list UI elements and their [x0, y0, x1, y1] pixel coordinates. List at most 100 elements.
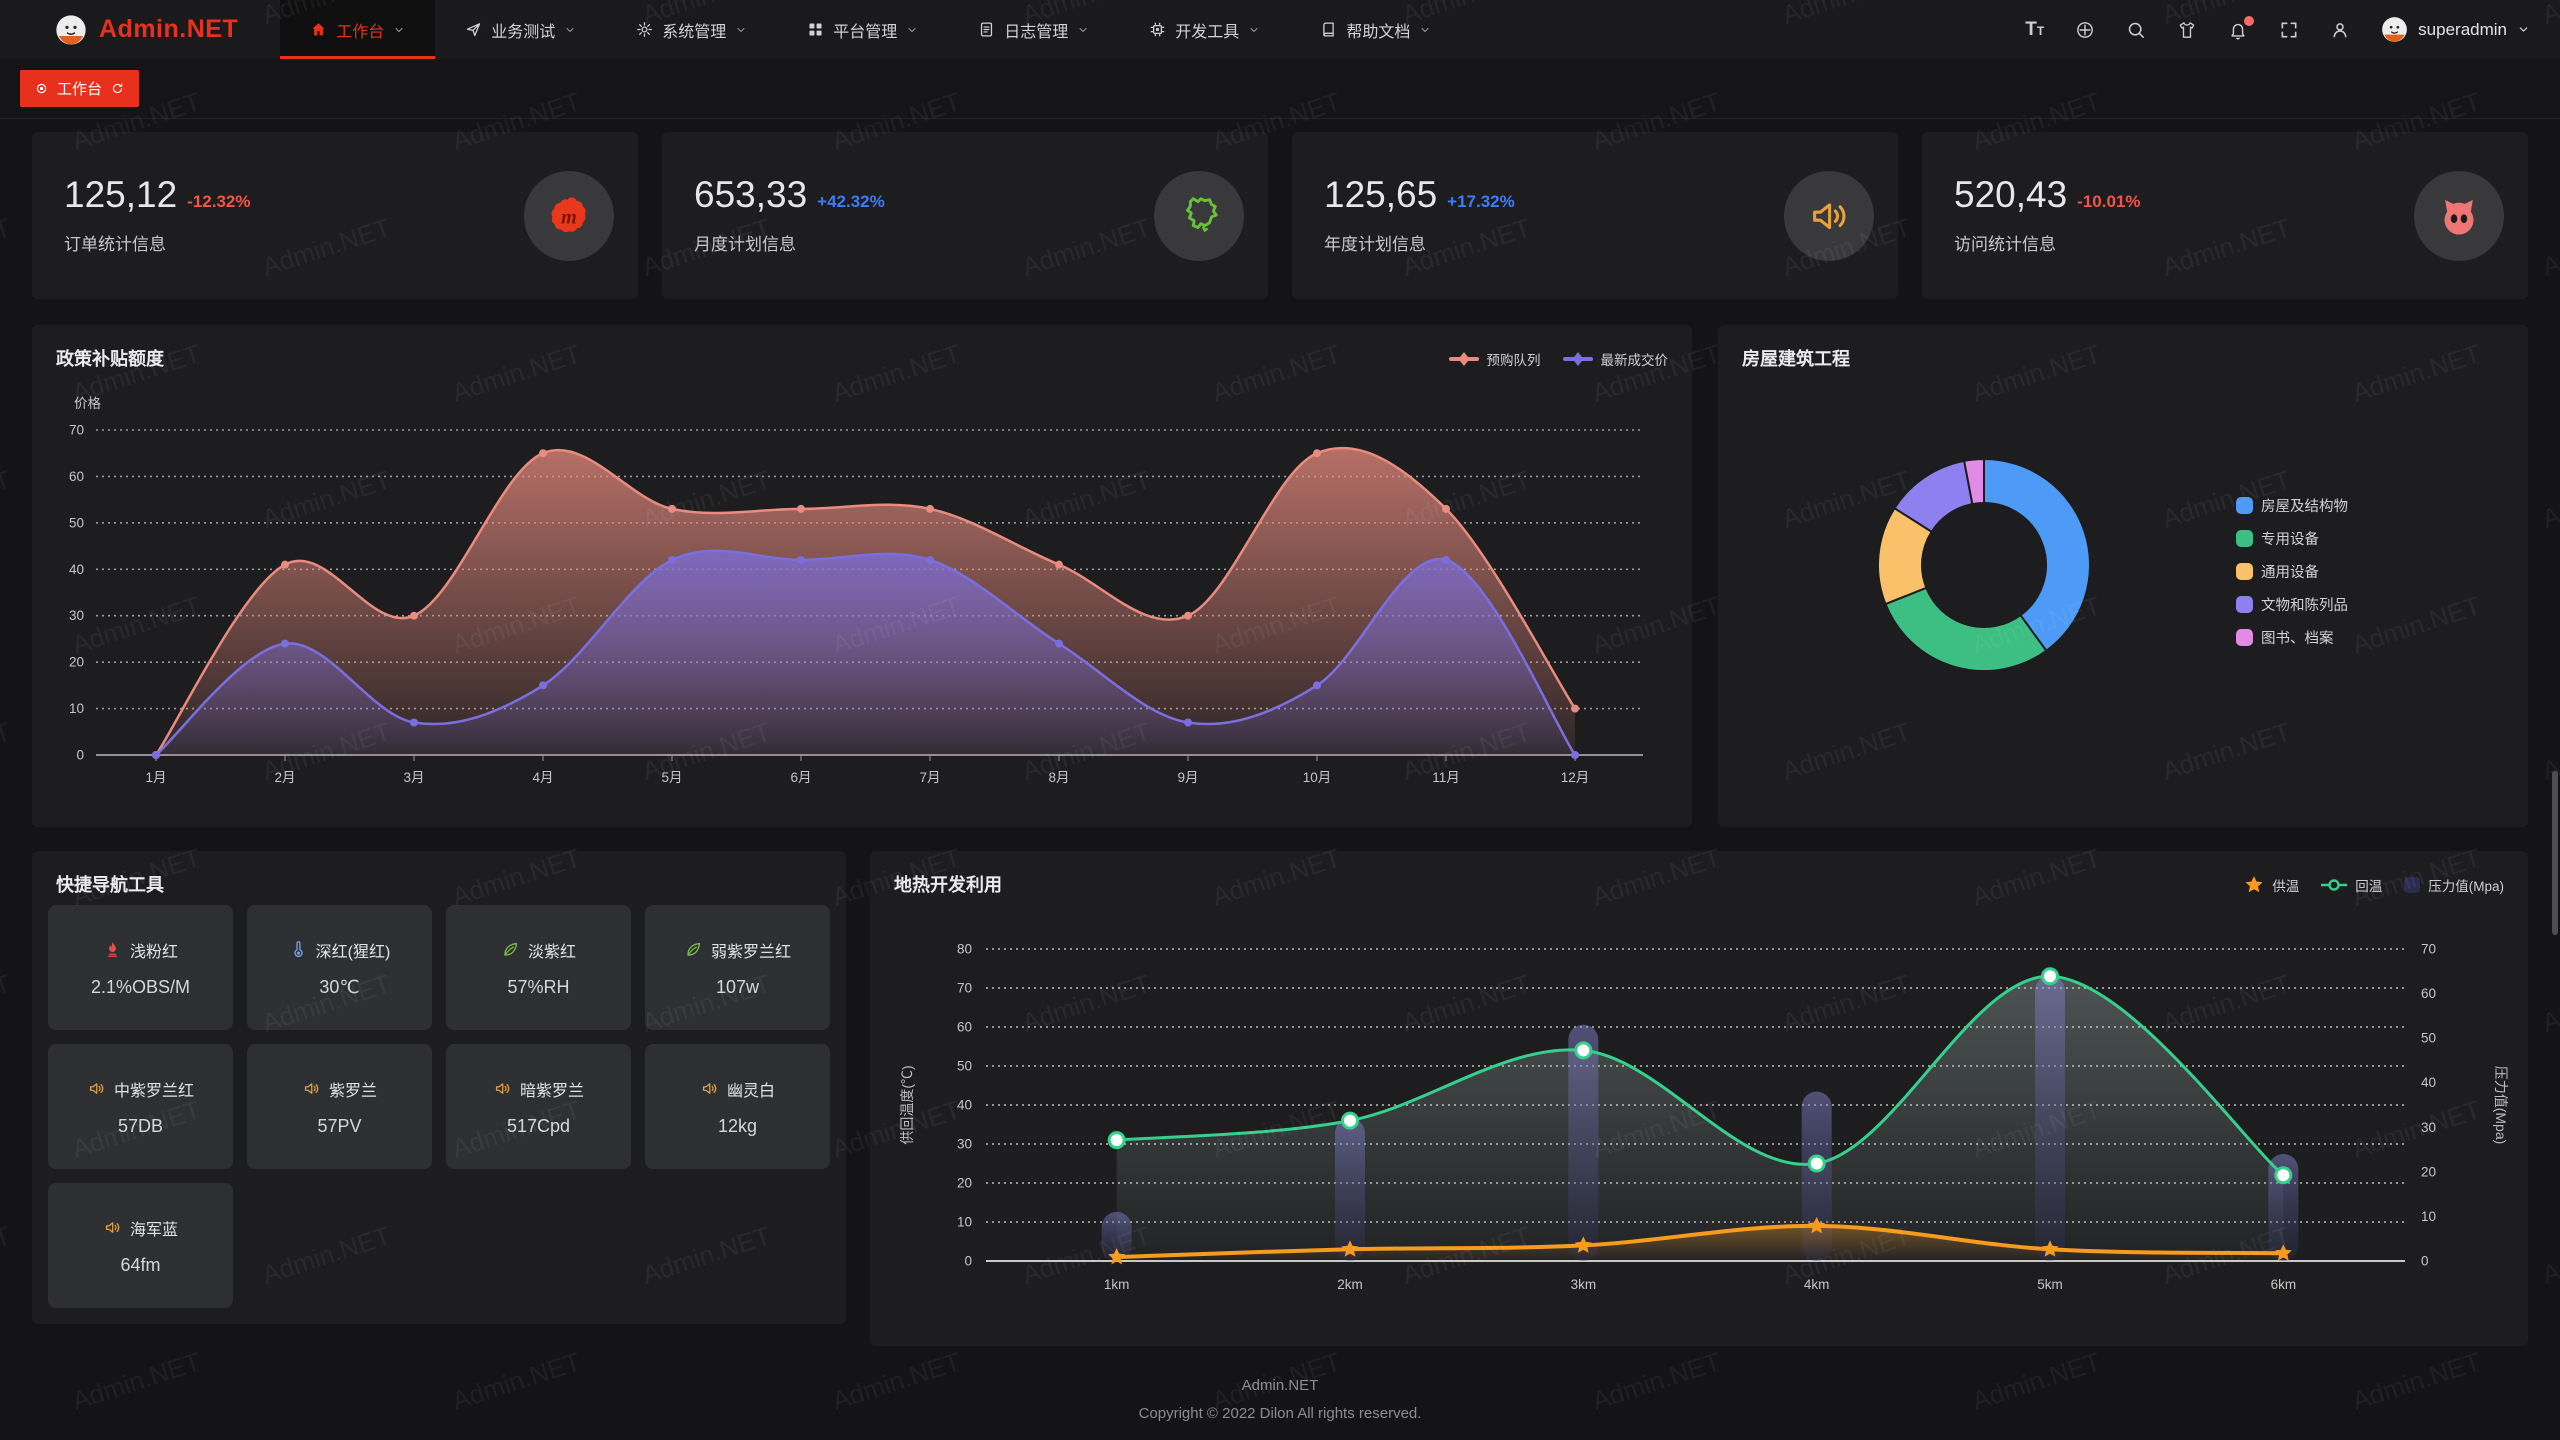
legend-item-文物和陈列品[interactable]: 文物和陈列品 — [2236, 594, 2348, 615]
stat-value: 125,12 -12.32% — [64, 174, 251, 215]
username: superadmin — [2418, 19, 2507, 39]
svg-text:0: 0 — [76, 748, 84, 763]
policy-subsidy-title: 政策补贴额度 — [56, 349, 164, 369]
quick-nav-tile-幽灵白[interactable]: 幽灵白 12kg — [645, 1044, 830, 1169]
tile-name: 深红(猩红) — [315, 943, 391, 961]
stat-value: 125,65 +17.32% — [1324, 174, 1515, 215]
nav-item-开发工具[interactable]: 开发工具 — [1119, 0, 1290, 59]
tile-value: 64fm — [120, 1254, 161, 1275]
home-icon — [312, 23, 325, 36]
legend-item-回温[interactable]: 回温 — [2321, 875, 2382, 895]
legend-swatch — [2236, 530, 2253, 547]
legend-item-图书、档案[interactable]: 图书、档案 — [2236, 627, 2348, 648]
speaker-icon — [702, 1083, 717, 1094]
quick-nav-tile-浅粉红[interactable]: 浅粉红 2.1%OBS/M — [48, 905, 233, 1030]
brand-logo[interactable]: Admin.NET — [0, 14, 280, 46]
nav-item-业务测试[interactable]: 业务测试 — [435, 0, 606, 59]
grid-icon — [809, 23, 822, 36]
topbar-theme-button[interactable] — [2177, 20, 2197, 40]
topbar-notification-button[interactable] — [2228, 15, 2255, 40]
nav-item-帮助文档[interactable]: 帮助文档 — [1290, 0, 1461, 59]
tile-name: 紫罗兰 — [328, 1082, 377, 1100]
quick-nav-tile-中紫罗兰红[interactable]: 中紫罗兰红 57DB — [48, 1044, 233, 1169]
quick-nav-tile-海军蓝[interactable]: 海军蓝 64fm — [48, 1183, 233, 1308]
main-menu: 工作台 业务测试 系统管理 平台管理 日志管理 开发工具 帮助文档 — [280, 0, 1461, 59]
legend-swatch — [2236, 629, 2253, 646]
nav-item-工作台[interactable]: 工作台 — [280, 0, 436, 59]
policy-subsidy-chart[interactable]: 0 10 20 30 40 50 60 70 价格 1月 2月 3月 4月 5月 6月 7月 8月 9月 10月 11… — [32, 325, 1692, 827]
legend-item-预购队列[interactable]: 预购队列 — [1448, 349, 1541, 369]
stat-card-1: 125,12 -12.32% 订单统计信息 m — [32, 132, 638, 299]
china-map-icon — [1186, 197, 1218, 233]
quick-nav-tile-紫罗兰[interactable]: 紫罗兰 57PV — [247, 1044, 432, 1169]
avatar-icon — [2382, 17, 2408, 42]
quick-nav-tile-暗紫罗兰[interactable]: 暗紫罗兰 517Cpd — [446, 1044, 631, 1169]
svg-text:10月: 10月 — [1303, 770, 1332, 785]
tab-workbench[interactable]: 工作台 — [20, 70, 140, 107]
svg-text:6km: 6km — [2271, 1277, 2297, 1292]
topbar-profile-button[interactable] — [2330, 20, 2350, 40]
policy-subsidy-panel: 政策补贴额度 预购队列 最新成交价 0 10 20 30 40 50 60 70 价格 1月 2月 3月… — [32, 325, 1692, 827]
legend-item-压力值(Mpa)[interactable]: 压力值(Mpa) — [2404, 875, 2504, 895]
stat-card-2: 653,33 +42.32% 月度计划信息 — [662, 132, 1268, 299]
tile-value: 57PV — [317, 1115, 362, 1136]
chevron-down-icon — [2519, 27, 2528, 32]
stat-delta: +17.32% — [1447, 192, 1515, 211]
refresh-icon[interactable] — [111, 82, 124, 95]
stat-card-4: 520,43 -10.01% 访问统计信息 — [1922, 132, 2528, 299]
legend-item-房屋及结构物[interactable]: 房屋及结构物 — [2236, 495, 2348, 516]
legend-item-供温[interactable]: 供温 — [2244, 875, 2299, 895]
nav-item-日志管理[interactable]: 日志管理 — [948, 0, 1119, 59]
topbar-language-button[interactable] — [2075, 20, 2095, 40]
svg-text:70: 70 — [957, 981, 972, 996]
tile-name: 浅粉红 — [129, 943, 178, 961]
svg-text:1月: 1月 — [145, 770, 166, 785]
quick-nav-tile-淡紫红[interactable]: 淡紫红 57%RH — [446, 905, 631, 1030]
quick-nav-panel: 快捷导航工具 浅粉红 2.1%OBS/M 深红(猩红) 30℃ 淡紫红 57%RH 弱紫罗兰… — [32, 851, 846, 1324]
quick-nav-tile-弱紫罗兰红[interactable]: 弱紫罗兰红 107w — [645, 905, 830, 1030]
footer-brand: Admin.NET — [1241, 1377, 1319, 1394]
svg-text:m: m — [561, 207, 577, 229]
svg-text:3月: 3月 — [403, 770, 424, 785]
star-marker-icon — [2245, 876, 2263, 893]
chevron-down-icon — [1079, 27, 1087, 32]
chevron-down-icon — [1421, 27, 1429, 32]
svg-text:20: 20 — [2421, 1164, 2436, 1179]
stat-label: 订单统计信息 — [64, 235, 166, 254]
fullscreen-icon — [2281, 22, 2297, 37]
legend-item-通用设备[interactable]: 通用设备 — [2236, 561, 2348, 582]
speaker-icon — [304, 1083, 319, 1094]
file-icon — [981, 22, 993, 37]
tile-name: 淡紫红 — [527, 943, 576, 961]
tab-label: 工作台 — [57, 81, 103, 98]
tile-value: 30℃ — [319, 976, 360, 997]
nav-item-平台管理[interactable]: 平台管理 — [777, 0, 948, 59]
svg-text:2月: 2月 — [274, 770, 295, 785]
svg-text:6月: 6月 — [790, 770, 811, 785]
legend-item-专用设备[interactable]: 专用设备 — [2236, 528, 2348, 549]
housing-project-chart[interactable] — [1718, 325, 2528, 827]
nav-item-label: 系统管理 — [662, 23, 727, 41]
quick-nav-tile-深红(猩红)[interactable]: 深红(猩红) 30℃ — [247, 905, 432, 1030]
refresh-icon[interactable] — [111, 82, 124, 95]
geothermal-chart[interactable]: 0 10 20 30 40 50 60 70 80 0 10 20 30 40 50 60 70 供回温度(℃) 压… — [870, 851, 2528, 1346]
svg-text:30: 30 — [957, 1137, 972, 1152]
housing-project-legend: 房屋及结构物 专用设备通用设备文物和陈列品 图书、档案 — [2236, 495, 2348, 648]
topbar-font-size-button[interactable]: TT — [2025, 20, 2044, 39]
topbar-search-button[interactable] — [2126, 20, 2146, 40]
send-icon — [467, 23, 481, 37]
svg-text:40: 40 — [957, 1098, 972, 1113]
user-menu[interactable]: superadmin — [2381, 16, 2530, 43]
legend-item-最新成交价[interactable]: 最新成交价 — [1562, 349, 1668, 369]
nav-item-系统管理[interactable]: 系统管理 — [606, 0, 777, 59]
dot-circle-icon — [36, 83, 47, 94]
topbar-fullscreen-button[interactable] — [2279, 20, 2299, 40]
bar-swatch — [2404, 877, 2421, 893]
topbar-icon-group: TT — [2025, 15, 2350, 40]
svg-text:20: 20 — [69, 655, 84, 670]
notification-icon — [2231, 23, 2245, 39]
vertical-scrollbar-thumb[interactable] — [2552, 771, 2558, 935]
stat-delta: -12.32% — [187, 192, 251, 211]
stat-delta: -10.01% — [2077, 192, 2141, 211]
